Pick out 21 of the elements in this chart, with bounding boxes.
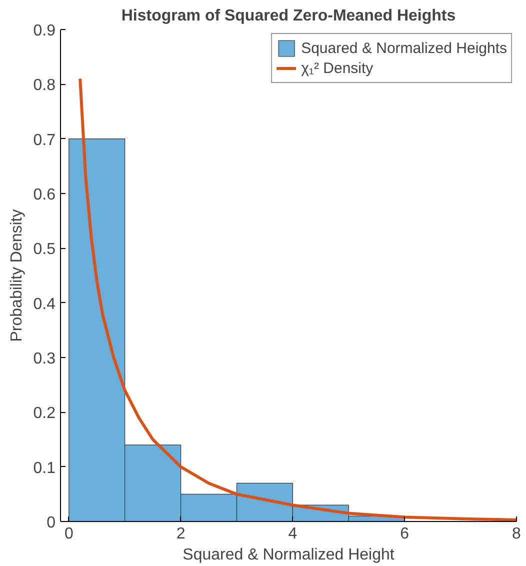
y-tick-label: 0.1 bbox=[33, 460, 56, 477]
line-series bbox=[78, 77, 516, 522]
y-tick-label: 0.2 bbox=[33, 405, 56, 422]
x-tick-label: 8 bbox=[512, 526, 522, 542]
y-tick-label: 0.9 bbox=[33, 22, 56, 40]
y-tick-label: 0.6 bbox=[33, 186, 56, 204]
x-axis-title: Squared & Normalized Height bbox=[182, 546, 395, 564]
y-tick-label: 0.8 bbox=[33, 77, 56, 94]
x-tick-label: 2 bbox=[176, 526, 186, 542]
legend-label: Squared & Normalized Heights bbox=[301, 40, 507, 56]
x-tick-label: 6 bbox=[400, 526, 410, 542]
y-tick-label: 0.4 bbox=[33, 296, 56, 313]
y-tick-label: 0.7 bbox=[33, 132, 56, 149]
legend-label: χ₁² Density bbox=[301, 60, 374, 76]
x-tick-label: 4 bbox=[288, 526, 298, 542]
chart-title: Histogram of Squared Zero-Meaned Heights bbox=[121, 8, 456, 24]
y-tick-label: 0 bbox=[46, 514, 56, 532]
y-axis-title: Probability Density bbox=[8, 209, 26, 342]
x-tick-label: 0 bbox=[64, 526, 74, 542]
y-tick-label: 0.3 bbox=[33, 350, 56, 368]
y-tick-label: 0.5 bbox=[33, 241, 56, 258]
